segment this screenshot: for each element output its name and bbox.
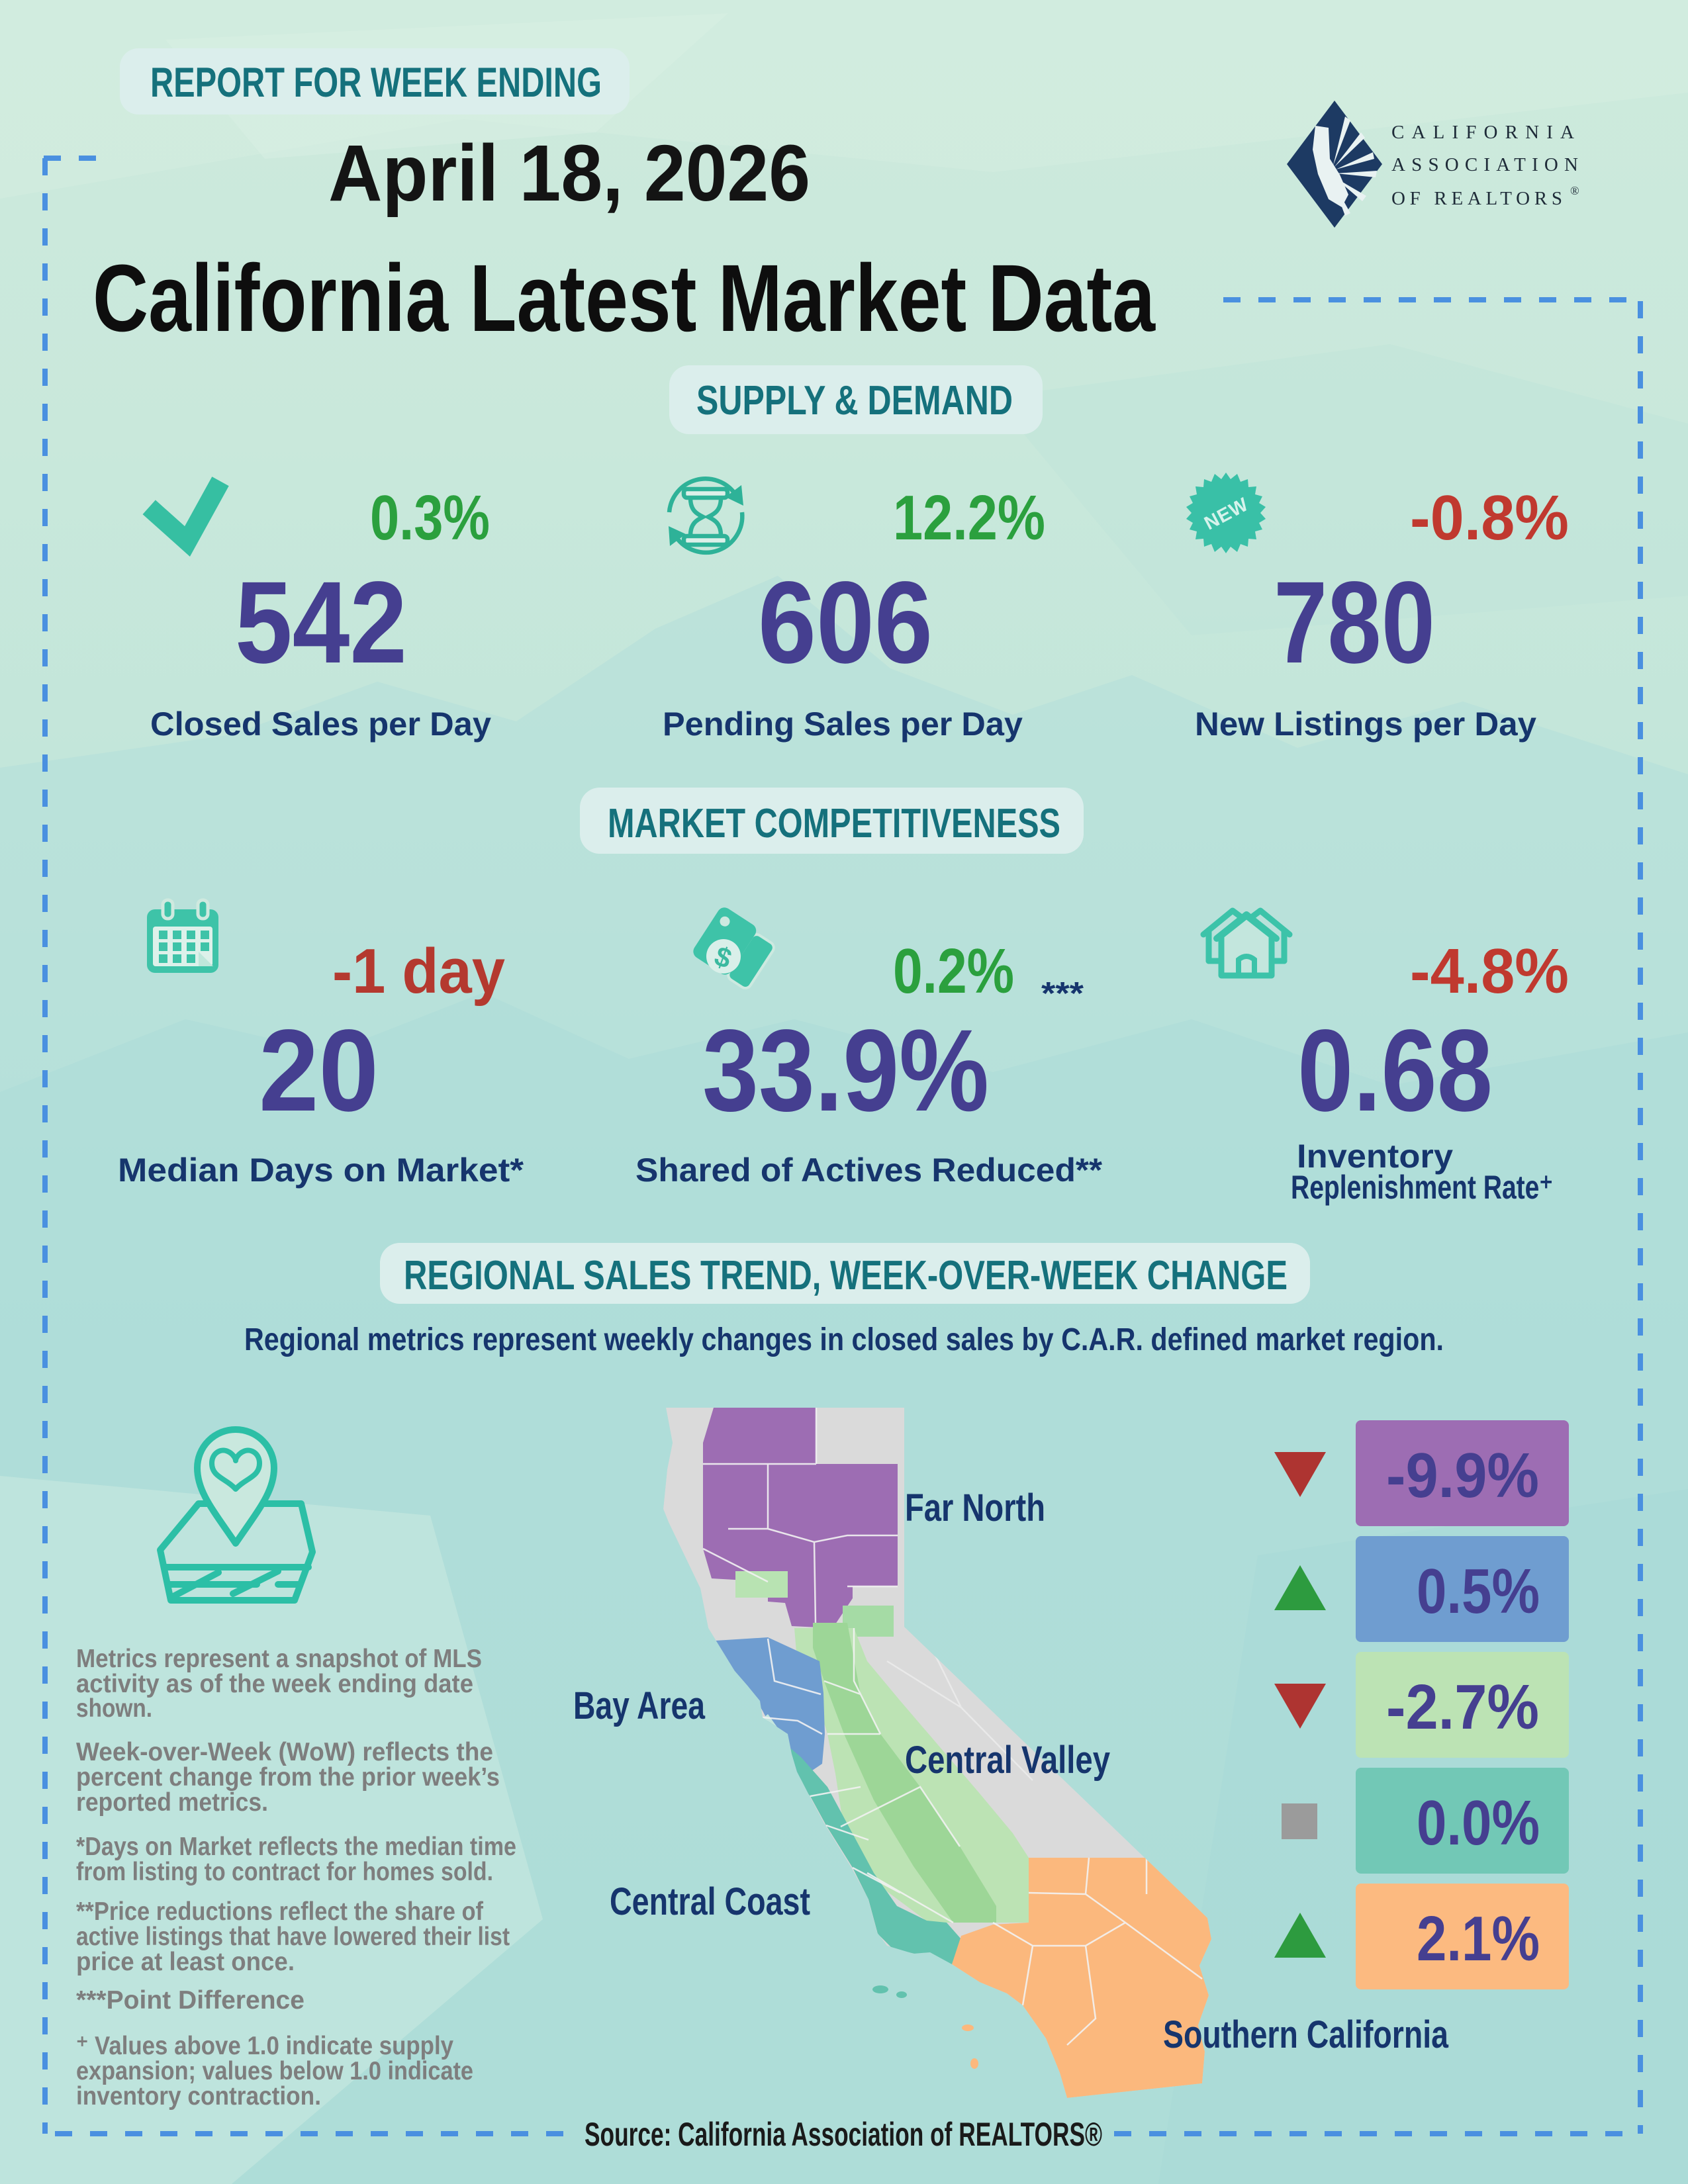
svg-text:MARKET COMPETITIVENESS: MARKET COMPETITIVENESS — [608, 801, 1060, 846]
svg-text:price at least once.: price at least once. — [76, 1948, 295, 1976]
svg-text:SUPPLY & DEMAND: SUPPLY & DEMAND — [696, 378, 1013, 424]
svg-text:Shared of Actives Reduced**: Shared of Actives Reduced** — [635, 1152, 1103, 1189]
svg-text:activity as of the week ending: activity as of the week ending date — [76, 1670, 473, 1698]
svg-text:Week-over-Week (WoW) reflects: Week-over-Week (WoW) reflects the — [76, 1738, 493, 1766]
svg-text:Pending Sales per Day: Pending Sales per Day — [663, 705, 1023, 743]
svg-text:reported metrics.: reported metrics. — [76, 1788, 268, 1817]
svg-text:Central Valley: Central Valley — [905, 1739, 1110, 1782]
svg-text:0.68: 0.68 — [1297, 1006, 1493, 1136]
svg-text:0.0%: 0.0% — [1417, 1788, 1540, 1858]
svg-text:Replenishment Rate⁺: Replenishment Rate⁺ — [1291, 1169, 1553, 1206]
svg-text:ASSOCIATION: ASSOCIATION — [1391, 154, 1578, 175]
svg-text:Source: California Association: Source: California Association of REALTO… — [585, 2116, 1102, 2153]
svg-text:Far North: Far North — [905, 1486, 1045, 1529]
svg-text:⁺ Values above 1.0 indicate su: ⁺ Values above 1.0 indicate supply — [76, 2032, 453, 2060]
svg-text:-9.9%: -9.9% — [1386, 1440, 1539, 1511]
svg-text:Metrics represent a snapshot o: Metrics represent a snapshot of MLS — [76, 1645, 482, 1673]
svg-text:2.1%: 2.1% — [1417, 1903, 1540, 1974]
svg-text:Regional metrics represent wee: Regional metrics represent weekly change… — [244, 1322, 1444, 1357]
svg-text:780: 780 — [1274, 558, 1435, 688]
svg-text:from listing to contract for h: from listing to contract for homes sold. — [76, 1858, 493, 1886]
svg-text:0.3%: 0.3% — [370, 482, 490, 553]
svg-text:**Price reductions reflect the: **Price reductions reflect the share of — [76, 1897, 484, 1926]
svg-text:-0.8%: -0.8% — [1410, 482, 1569, 553]
svg-text:Inventory: Inventory — [1297, 1138, 1453, 1175]
svg-text:Bay Area: Bay Area — [573, 1684, 706, 1727]
svg-text:33.9%: 33.9% — [702, 1006, 989, 1136]
svg-text:expansion; values below 1.0 in: expansion; values below 1.0 indicate — [76, 2057, 473, 2085]
svg-text:inventory contraction.: inventory contraction. — [76, 2082, 321, 2111]
svg-text:California Latest Market Data: California Latest Market Data — [93, 245, 1156, 351]
svg-text:20: 20 — [259, 1006, 379, 1136]
svg-text:shown.: shown. — [76, 1694, 152, 1723]
svg-text:OF REALTORS: OF REALTORS — [1391, 188, 1562, 209]
svg-text:542: 542 — [235, 558, 407, 688]
svg-text:Median Days on Market*: Median Days on Market* — [118, 1152, 524, 1189]
svg-text:-1 day: -1 day — [332, 936, 505, 1007]
svg-text:*Days on Market reflects the m: *Days on Market reflects the median time — [76, 1833, 516, 1861]
svg-text:0.5%: 0.5% — [1417, 1556, 1540, 1627]
svg-text:active listings that have lowe: active listings that have lowered their … — [76, 1923, 510, 1951]
svg-text:Closed Sales per Day: Closed Sales per Day — [150, 705, 491, 743]
svg-text:REPORT FOR WEEK ENDING: REPORT FOR WEEK ENDING — [150, 60, 602, 106]
svg-text:***Point Difference: ***Point Difference — [76, 1986, 305, 2015]
svg-text:April 18, 2026: April 18, 2026 — [328, 128, 810, 218]
svg-text:***: *** — [1041, 976, 1084, 1011]
svg-text:Southern California: Southern California — [1163, 2013, 1449, 2056]
svg-text:12.2%: 12.2% — [893, 482, 1045, 553]
svg-text:New Listings per Day: New Listings per Day — [1195, 705, 1536, 743]
svg-text:0.2%: 0.2% — [893, 936, 1014, 1007]
svg-text:®: ® — [1570, 184, 1579, 197]
svg-text:606: 606 — [758, 558, 933, 688]
svg-text:Central Coast: Central Coast — [610, 1880, 810, 1923]
svg-text:REGIONAL SALES TREND, WEEK-OVE: REGIONAL SALES TREND, WEEK-OVER-WEEK CHA… — [404, 1253, 1288, 1298]
svg-text:percent change from the prior: percent change from the prior week’s — [76, 1763, 500, 1792]
svg-text:-2.7%: -2.7% — [1386, 1672, 1539, 1743]
svg-text:-4.8%: -4.8% — [1410, 936, 1569, 1007]
